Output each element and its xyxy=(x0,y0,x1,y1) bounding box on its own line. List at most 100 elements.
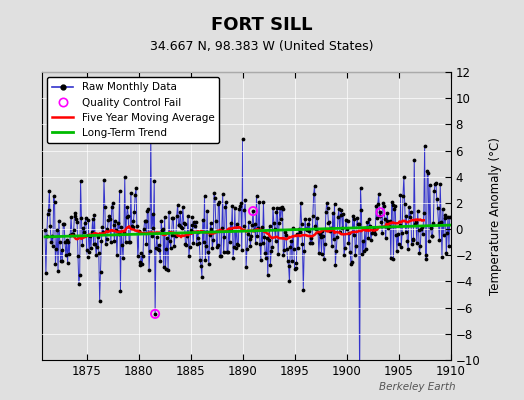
Point xyxy=(122,239,130,246)
Point xyxy=(237,200,245,206)
Point xyxy=(298,240,307,247)
Point xyxy=(440,232,448,238)
Point xyxy=(100,177,108,183)
Point xyxy=(152,234,161,240)
Point xyxy=(247,232,256,239)
Point xyxy=(105,212,113,219)
Point xyxy=(232,244,240,251)
Point xyxy=(87,245,95,252)
Point xyxy=(341,245,349,251)
Point xyxy=(145,266,153,273)
Point xyxy=(158,227,166,234)
Point xyxy=(411,221,419,227)
Point xyxy=(412,219,420,225)
Point xyxy=(69,231,77,238)
Point xyxy=(155,247,163,254)
Point xyxy=(399,192,407,199)
Point xyxy=(285,278,293,285)
Point xyxy=(110,238,118,244)
Point xyxy=(403,238,411,244)
Point xyxy=(335,206,343,212)
Point xyxy=(62,237,71,244)
Point xyxy=(418,224,426,230)
Point xyxy=(415,250,423,256)
Point xyxy=(302,225,310,232)
Point xyxy=(150,178,158,185)
Point xyxy=(241,196,249,203)
Point xyxy=(438,254,446,260)
Point xyxy=(257,257,265,263)
Point xyxy=(326,228,334,234)
Point xyxy=(368,227,377,233)
Point xyxy=(276,205,284,211)
Point xyxy=(217,253,225,259)
Point xyxy=(343,218,352,224)
Point xyxy=(66,232,74,238)
Point xyxy=(270,220,278,226)
Point xyxy=(126,239,134,245)
Point xyxy=(402,212,411,219)
Point xyxy=(118,242,126,248)
Point xyxy=(123,204,132,210)
Point xyxy=(376,209,385,216)
Point xyxy=(137,250,146,256)
Point xyxy=(440,215,449,222)
Point xyxy=(151,311,159,317)
Point xyxy=(45,188,53,195)
Text: FORT SILL: FORT SILL xyxy=(211,16,313,34)
Point xyxy=(362,246,370,252)
Point xyxy=(425,182,434,188)
Point xyxy=(231,205,239,211)
Point xyxy=(172,212,181,219)
Point xyxy=(98,224,106,230)
Point xyxy=(184,212,192,219)
Point xyxy=(422,256,431,262)
Point xyxy=(271,238,280,245)
Point xyxy=(142,241,150,248)
Point xyxy=(208,226,216,232)
Point xyxy=(432,180,440,186)
Point xyxy=(234,242,243,248)
Point xyxy=(162,246,171,252)
Point xyxy=(311,223,320,229)
Point xyxy=(324,220,333,226)
Point xyxy=(380,203,388,209)
Point xyxy=(285,262,293,269)
Legend: Raw Monthly Data, Quality Control Fail, Five Year Moving Average, Long-Term Tren: Raw Monthly Data, Quality Control Fail, … xyxy=(47,77,220,143)
Point xyxy=(215,198,223,205)
Point xyxy=(395,222,403,228)
Point xyxy=(350,232,358,238)
Point xyxy=(348,212,357,219)
Point xyxy=(49,243,57,250)
Point xyxy=(282,246,291,252)
Point xyxy=(74,253,82,260)
Point xyxy=(283,258,292,264)
Point xyxy=(180,221,189,228)
Point xyxy=(176,209,184,215)
Point xyxy=(102,241,110,248)
Point xyxy=(434,220,443,226)
Point xyxy=(208,245,216,251)
Point xyxy=(152,245,160,251)
Point xyxy=(65,251,73,257)
Point xyxy=(197,263,205,269)
Point xyxy=(370,225,378,232)
Point xyxy=(41,227,49,234)
Point xyxy=(442,250,451,256)
Point xyxy=(238,136,247,142)
Point xyxy=(277,216,285,222)
Point xyxy=(146,247,154,254)
Point xyxy=(277,204,286,211)
Point xyxy=(198,274,206,280)
Point xyxy=(193,229,202,235)
Point xyxy=(42,270,50,276)
Point xyxy=(367,230,376,237)
Point xyxy=(405,204,413,210)
Point xyxy=(185,244,194,250)
Point xyxy=(430,188,439,194)
Point xyxy=(342,217,350,224)
Point xyxy=(445,214,454,220)
Point xyxy=(108,200,117,206)
Point xyxy=(213,242,222,248)
Point xyxy=(400,174,408,180)
